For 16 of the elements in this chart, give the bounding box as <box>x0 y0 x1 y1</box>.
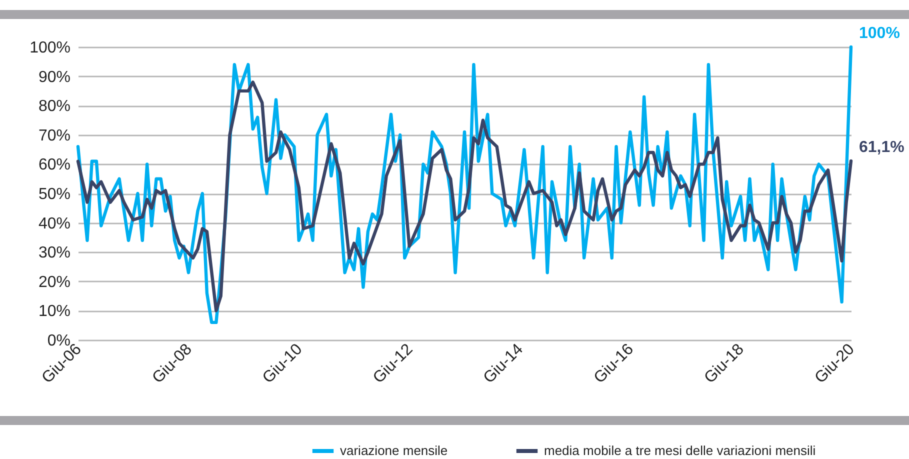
y-tick-label: 80% <box>38 98 70 116</box>
y-tick-label: 90% <box>38 68 70 86</box>
y-tick-label: 40% <box>38 215 70 232</box>
line-series <box>76 80 853 312</box>
y-tick-label: 0% <box>47 332 70 350</box>
y-tick-label: 60% <box>38 156 70 174</box>
y-tick-label: 10% <box>38 303 70 320</box>
annotation: 100% <box>859 25 900 42</box>
annotation: 61,1% <box>859 138 904 156</box>
y-tick-label: 30% <box>38 244 70 262</box>
y-tick-label: 50% <box>38 186 70 203</box>
y-tick-label: 100% <box>30 40 70 56</box>
legend-label: media mobile a tre mesi delle variazioni mensili <box>544 443 816 458</box>
legend-label: variazione mensile <box>340 443 448 458</box>
y-tick-label: 70% <box>38 127 70 144</box>
y-tick-label: 20% <box>38 274 70 291</box>
